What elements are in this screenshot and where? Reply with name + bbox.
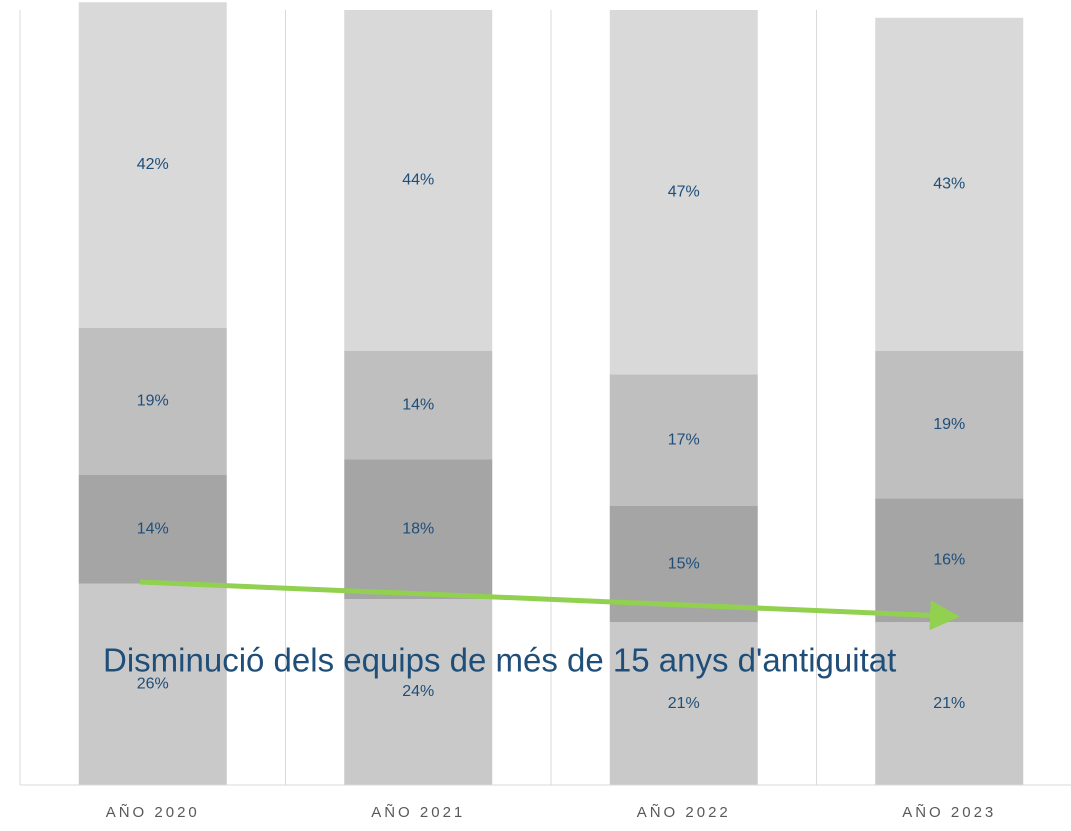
value-label: 24% bbox=[402, 683, 434, 700]
bar-segment bbox=[344, 351, 493, 460]
annotation: Disminució dels equips de més de 15 anys… bbox=[103, 642, 896, 679]
bar-segment bbox=[875, 622, 1024, 785]
value-label: 14% bbox=[137, 520, 169, 537]
bar-segment bbox=[609, 622, 758, 785]
bar-segment bbox=[344, 599, 493, 785]
x-tick-label: AÑO 2020 bbox=[106, 804, 200, 821]
bar-segment bbox=[609, 374, 758, 506]
value-label: 14% bbox=[402, 396, 434, 413]
x-tick-label: AÑO 2021 bbox=[371, 804, 465, 821]
x-tick-label: AÑO 2023 bbox=[902, 804, 996, 821]
value-label: 15% bbox=[668, 555, 700, 572]
x-tick-label: AÑO 2022 bbox=[637, 804, 731, 821]
value-label: 26% bbox=[137, 675, 169, 692]
value-label: 43% bbox=[933, 176, 965, 193]
bar-segment bbox=[78, 583, 227, 785]
value-label: 18% bbox=[402, 520, 434, 537]
bar-segment bbox=[875, 17, 1024, 351]
value-label: 21% bbox=[933, 695, 965, 712]
bar-segment bbox=[78, 475, 227, 584]
bar-segment bbox=[875, 351, 1024, 499]
value-label: 19% bbox=[933, 416, 965, 433]
value-label: 47% bbox=[668, 183, 700, 200]
value-label: 21% bbox=[668, 695, 700, 712]
plot: 26% 14% 19% 42% AÑO 2020 24% 18% 14% 44% AÑO 2021… bbox=[19, 2, 1071, 821]
bar-segment bbox=[609, 10, 758, 375]
trend-arrow bbox=[139, 579, 960, 631]
bar-segment bbox=[78, 2, 227, 328]
value-label: 42% bbox=[137, 156, 169, 173]
bar-segment bbox=[78, 327, 227, 475]
value-label: 17% bbox=[668, 431, 700, 448]
value-label: 44% bbox=[402, 172, 434, 189]
bar-segment bbox=[344, 10, 493, 351]
value-label: 16% bbox=[933, 551, 965, 568]
value-label: 19% bbox=[137, 393, 169, 410]
bar-segment bbox=[344, 459, 493, 599]
